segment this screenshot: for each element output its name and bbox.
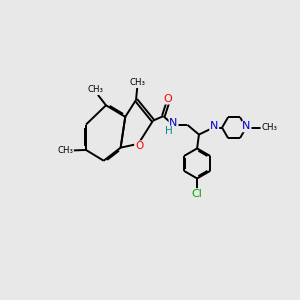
Text: O: O xyxy=(135,141,143,151)
Text: O: O xyxy=(164,94,172,104)
Text: N: N xyxy=(242,122,251,131)
Text: H: H xyxy=(165,126,173,136)
Text: Cl: Cl xyxy=(192,189,203,199)
Text: N: N xyxy=(169,118,178,128)
Text: CH₃: CH₃ xyxy=(130,78,146,87)
Text: N: N xyxy=(210,122,218,131)
Text: CH₃: CH₃ xyxy=(57,146,73,155)
Text: CH₃: CH₃ xyxy=(88,85,103,94)
Text: CH₃: CH₃ xyxy=(261,123,277,132)
